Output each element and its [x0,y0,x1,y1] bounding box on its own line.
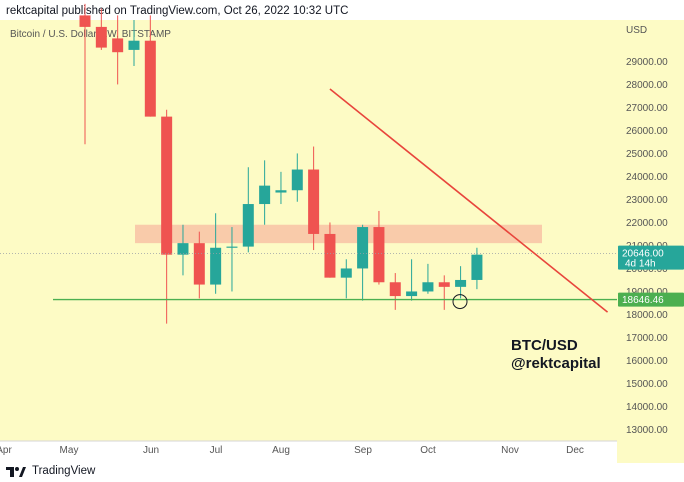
candle[interactable] [128,20,140,67]
candle-body [79,15,91,27]
last-price-badge [618,245,684,270]
candle[interactable] [455,266,467,299]
candle-body [242,204,254,247]
tradingview-brand: TradingView [32,465,96,477]
candle[interactable] [210,213,222,294]
candle-body [324,233,336,278]
breakout-circle [452,294,468,310]
y-tick-label: 27000.00 [626,103,668,114]
tradingview-logo-icon [6,465,26,477]
last-price-label: 20646.00 [622,249,664,260]
candle[interactable] [144,15,156,117]
candle[interactable] [422,263,434,294]
y-tick-label: 14000.00 [626,402,668,413]
candle-body [455,279,467,287]
x-tick-label: Aug [272,445,290,456]
countdown-label: 4d 14h [625,259,656,270]
y-tick-label: 28000.00 [626,80,668,91]
currency-label: USD [626,25,647,36]
candle[interactable] [242,167,254,253]
candle[interactable] [291,153,303,202]
y-tick-label: 25000.00 [626,149,668,160]
candle-body [144,40,156,117]
candle[interactable] [406,259,418,301]
candle-body [406,291,418,297]
candle[interactable] [324,222,336,278]
support-label: 18646.46 [622,295,664,306]
candle-body [112,38,124,53]
y-tick-label: 23000.00 [626,195,668,206]
candle-body [340,268,352,278]
candle-body [422,282,434,292]
candle[interactable] [177,224,189,276]
y-tick-label: 13000.00 [626,425,668,436]
candle-body [95,26,107,48]
x-tick-label: Oct [420,445,436,456]
candle-body [373,227,385,283]
candle-body [389,282,401,297]
footer-branding: TradingView [6,463,95,479]
annotation-author: @rektcapital [511,355,601,372]
y-tick-label: 16000.00 [626,356,668,367]
candle-body [161,116,173,255]
candle-body [357,227,369,269]
resistance-zone [135,224,542,244]
candle[interactable] [79,3,91,145]
candle-body [177,243,189,255]
x-tick-label: Sep [354,445,372,456]
candle-body [291,169,303,191]
y-tick-label: 26000.00 [626,126,668,137]
x-tick-label: Nov [501,445,519,456]
candle[interactable] [471,247,483,290]
candle-body [471,254,483,280]
publish-header: rektcapital published on TradingView.com… [6,5,349,17]
candle-body [308,169,320,234]
x-tick-label: May [60,445,79,456]
candle-body [438,282,450,287]
y-tick-label: 29000.00 [626,57,668,68]
candle[interactable] [438,275,450,310]
x-tick-label: Jun [143,445,159,456]
candle[interactable] [95,8,107,50]
candle[interactable] [373,210,385,285]
chart-title: Bitcoin / U.S. Dollar, 1W, BITSTAMP [10,29,171,40]
y-tick-label: 15000.00 [626,379,668,390]
price-axis-background [617,20,684,463]
y-tick-label: 22000.00 [626,218,668,229]
x-tick-label: Dec [566,445,584,456]
candle[interactable] [389,273,401,310]
candle[interactable] [308,146,320,251]
candle[interactable] [340,259,352,299]
candle-body [193,243,205,285]
candle-body [226,246,238,248]
candle[interactable] [193,231,205,299]
support-badge [618,292,684,307]
candle-body [210,247,222,285]
candle[interactable] [226,227,238,292]
y-tick-label: 17000.00 [626,333,668,344]
x-tick-label: Jul [210,445,223,456]
y-tick-label: 18000.00 [626,310,668,321]
annotation-pair: BTC/USD [511,337,578,354]
candle[interactable] [112,15,124,85]
candle[interactable] [161,109,173,324]
candle[interactable] [275,171,287,205]
candle[interactable] [357,224,369,301]
candle-body [128,40,140,50]
y-tick-label: 19000.00 [626,287,668,298]
candle-body [259,185,271,205]
candle-body [275,190,287,193]
downtrend-line [329,88,609,313]
x-tick-label: Apr [0,445,12,456]
y-tick-label: 24000.00 [626,172,668,183]
candle[interactable] [259,160,271,225]
